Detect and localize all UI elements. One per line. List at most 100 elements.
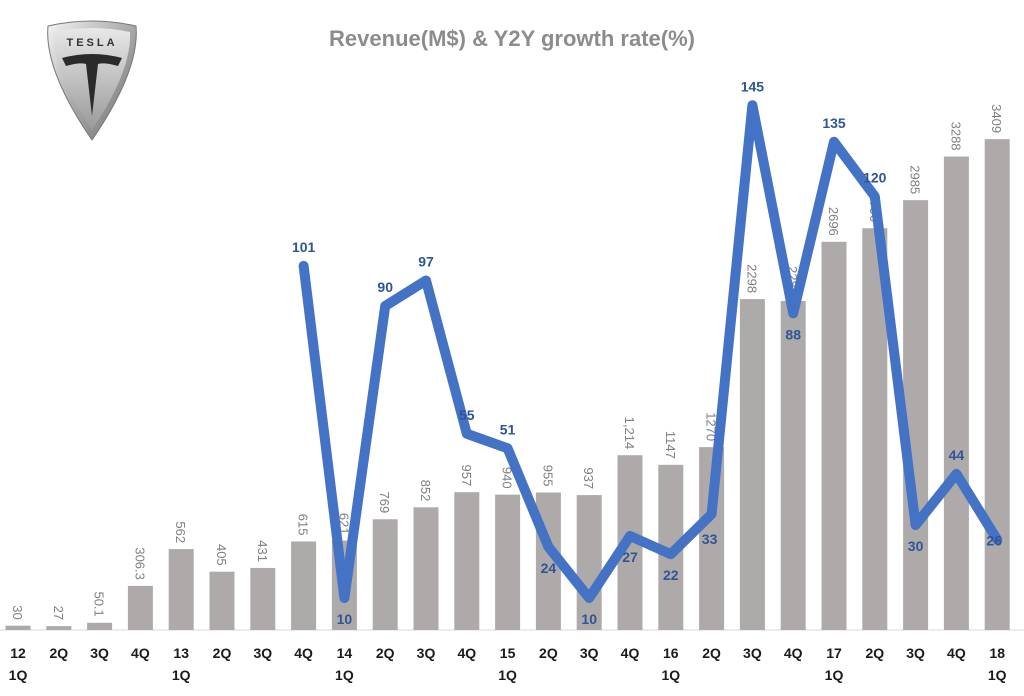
growth-data-label: 97 [418,253,434,269]
revenue-bar [780,300,806,630]
growth-point [710,513,713,516]
revenue-bar [250,567,276,630]
bar-data-label: 405 [214,544,229,566]
revenue-bar [5,625,31,630]
growth-data-label: 101 [292,239,316,255]
x-tick-label: 4Q [457,645,476,661]
bar-data-label: 30 [10,605,25,619]
x-tick-label: 3Q [253,645,272,661]
growth-data-label: 24 [541,560,557,576]
growth-data-label: 26 [986,533,1002,549]
x-tick-label: 1Q [988,667,1007,683]
bar-data-label: 957 [459,464,474,486]
revenue-bar [576,495,602,630]
x-tick-label: 1Q [498,667,517,683]
x-tick-label: 4Q [947,645,966,661]
growth-point [833,140,835,143]
logo-text: TESLA [66,37,117,49]
revenue-bar [127,585,153,630]
x-tick-label: 2Q [213,645,232,661]
x-tick-label: 2Q [702,645,721,661]
growth-rate-line [298,100,1003,603]
growth-data-label: 10 [337,611,353,627]
x-tick-label: 2Q [539,645,558,661]
bar-data-label: 937 [581,467,596,489]
x-tick-label: 2Q [376,645,395,661]
x-tick-label: 3Q [90,645,109,661]
growth-data-label: 44 [949,447,965,463]
x-tick-label: 3Q [580,645,599,661]
bar-data-label: 2985 [908,165,923,194]
bar-data-label: 615 [296,514,311,536]
bar-data-label: 27 [51,606,66,620]
bar-data-label: 955 [540,465,555,487]
x-tick-label: 2Q [865,645,884,661]
growth-data-label: 90 [377,279,393,295]
revenue-bar [46,626,72,630]
x-tick-label: 15 [500,645,516,661]
bar-data-label: 3409 [989,104,1004,133]
bar-data-label: 940 [500,467,515,489]
growth-point [996,538,999,541]
bar-data-label: 50.1 [92,591,107,616]
growth-point [873,195,876,198]
bar-data-label: 1147 [663,431,678,459]
revenue-bar [739,299,765,630]
revenue-bar [821,241,847,630]
growth-data-label: 51 [500,421,516,437]
x-tick-label: 3Q [417,645,436,661]
revenue-bar [495,494,521,630]
growth-point [669,553,672,556]
growth-point [506,447,509,450]
growth-point [302,264,305,267]
growth-data-label: 55 [459,407,475,423]
revenue-bar [209,571,235,630]
revenue-bar [943,156,969,630]
x-tick-label: 1Q [825,667,844,683]
growth-point [343,597,346,599]
bar-data-label: 3288 [948,122,963,151]
growth-point [629,534,631,537]
growth-point [751,104,754,107]
bar-data-label: 1,214 [622,417,637,450]
growth-data-label: 145 [741,78,765,94]
growth-point [588,597,591,599]
growth-data-label: 135 [822,115,846,131]
x-tick-label: 13 [173,645,189,661]
revenue-bar [413,507,439,630]
growth-data-label: 120 [863,170,887,186]
bar-data-label: 562 [173,521,188,543]
x-tick-label: 18 [989,645,1005,661]
bar-data-label: 2298 [744,264,759,293]
tesla-logo: TESLA [47,20,137,141]
bar-data-label: 2696 [826,207,841,236]
x-tick-label: 1Q [172,667,191,683]
x-tick-label: 1Q [661,667,680,683]
revenue-bar [291,541,317,630]
growth-data-label: 22 [663,567,679,583]
growth-point [914,524,917,526]
x-tick-label: 17 [826,645,842,661]
x-tick-label: 4Q [621,645,640,661]
growth-point [465,432,468,435]
growth-data-label: 10 [581,611,597,627]
revenue-bar [454,492,480,630]
growth-point [955,472,958,475]
growth-point [425,279,427,282]
revenue-bar [984,139,1010,630]
bar-data-label: 306.3 [132,547,147,580]
growth-point [384,305,387,307]
x-tick-label: 1Q [9,667,28,683]
x-tick-label: 1Q [335,667,354,683]
x-tick-label: 4Q [294,645,313,661]
x-tick-label: 3Q [906,645,925,661]
revenue-bar [372,519,398,630]
growth-point [792,312,795,315]
growth-data-label: 88 [785,326,801,342]
bar-data-label: 852 [418,480,433,502]
bar-data-label: 769 [377,492,392,514]
revenue-bar [903,200,929,630]
x-tick-label: 12 [10,645,26,661]
growth-data-label: 27 [622,549,638,565]
